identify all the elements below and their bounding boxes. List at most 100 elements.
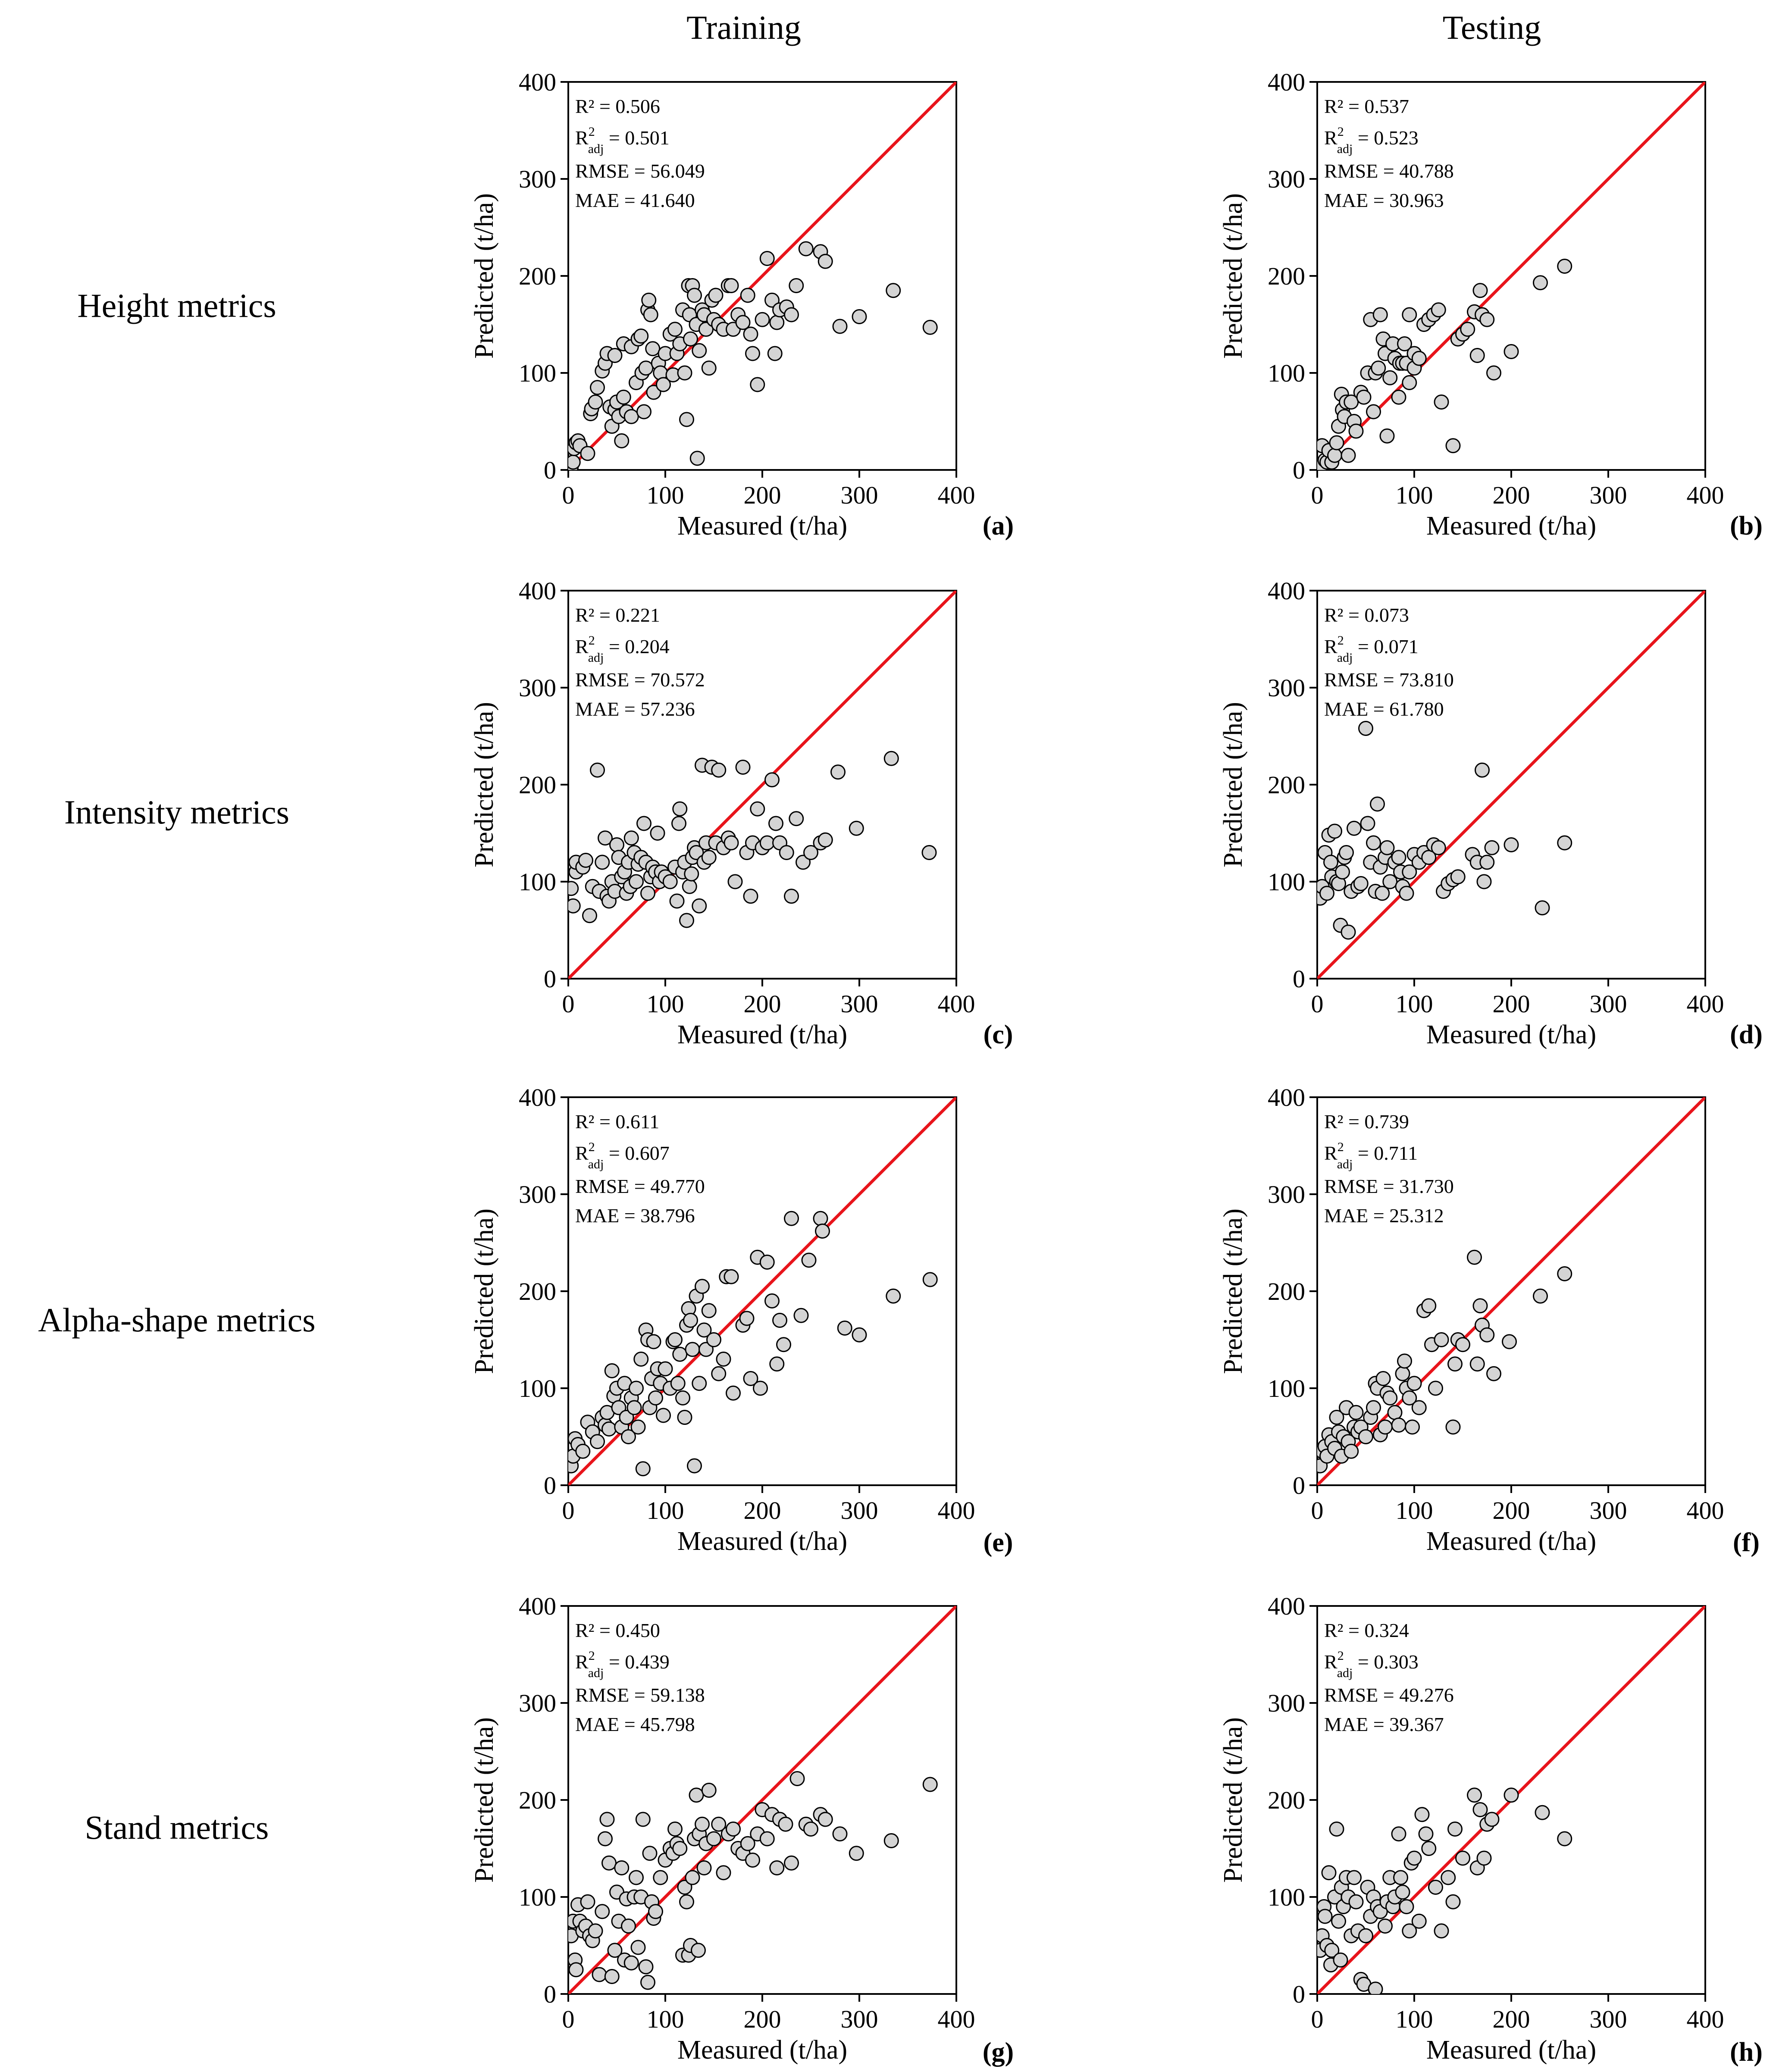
- stat-rmse: RMSE = 56.049: [575, 160, 705, 182]
- data-point: [1339, 845, 1354, 860]
- x-tick-label: 400: [938, 1496, 975, 1524]
- panel-label: (g): [983, 2038, 1014, 2067]
- data-point: [1484, 840, 1500, 855]
- data-point: [629, 1380, 644, 1396]
- stat-r2-adj: R2 adj = 0.439: [575, 1649, 670, 1680]
- panel-label: (h): [1730, 2038, 1763, 2067]
- data-point: [1421, 1841, 1437, 1856]
- data-point: [696, 1860, 712, 1875]
- data-point: [636, 816, 652, 831]
- data-point: [803, 845, 818, 860]
- data-point: [759, 835, 775, 851]
- y-tick-label: 400: [519, 68, 556, 96]
- x-tick-label: 400: [938, 2005, 975, 2033]
- data-point: [1557, 259, 1572, 274]
- data-point: [796, 854, 811, 870]
- data-point: [813, 1211, 828, 1226]
- data-point: [1421, 1298, 1437, 1314]
- data-point: [1391, 1418, 1406, 1433]
- data-point: [784, 889, 799, 904]
- y-tick-label: 200: [1268, 262, 1305, 290]
- data-point: [630, 1419, 646, 1435]
- data-point: [683, 1313, 698, 1328]
- data-point: [623, 1955, 639, 1971]
- data-point: [1414, 1807, 1430, 1822]
- data-point: [1418, 1826, 1434, 1842]
- data-point: [1450, 869, 1466, 885]
- y-tick-label: 400: [519, 577, 556, 605]
- data-point: [1434, 394, 1449, 410]
- data-point: [575, 1443, 591, 1459]
- data-point: [818, 254, 833, 269]
- x-axis-label: Measured (t/ha): [1426, 511, 1596, 541]
- data-point: [1445, 438, 1461, 454]
- data-point: [1348, 1405, 1364, 1420]
- x-axis-label: Measured (t/ha): [677, 1020, 847, 1049]
- data-point: [753, 1380, 768, 1396]
- data-point: [621, 1429, 636, 1444]
- data-point: [1382, 370, 1398, 385]
- data-point: [580, 446, 595, 461]
- y-tick-label: 0: [544, 1980, 556, 2008]
- x-tick-label: 0: [1311, 1496, 1324, 1524]
- data-point: [1382, 874, 1398, 889]
- data-point: [798, 241, 814, 257]
- y-tick-label: 300: [1268, 1180, 1305, 1208]
- y-tick-label: 300: [519, 1689, 556, 1717]
- data-point: [633, 1352, 649, 1367]
- data-point: [1382, 1390, 1398, 1405]
- data-point: [1375, 886, 1390, 901]
- data-point: [1411, 1400, 1427, 1415]
- x-tick-label: 300: [1590, 990, 1627, 1018]
- data-point: [1411, 1913, 1427, 1929]
- data-point: [740, 288, 755, 303]
- data-point: [1479, 1327, 1495, 1343]
- scatter-panel: 0 100 200 300 400 0 100 200 300 400 Measured (t/ha…: [1218, 577, 1763, 1049]
- data-point: [629, 874, 644, 889]
- plot-area: [1317, 1097, 1705, 1485]
- data-point: [1387, 1405, 1403, 1420]
- x-tick-label: 300: [841, 990, 878, 1018]
- data-point: [1469, 1356, 1485, 1372]
- data-point: [638, 1959, 654, 1975]
- x-tick-label: 0: [1311, 990, 1324, 1018]
- data-point: [789, 811, 804, 826]
- plot-area: [1317, 82, 1705, 470]
- data-point: [1455, 1337, 1470, 1352]
- data-point: [883, 751, 899, 766]
- data-point: [1353, 876, 1369, 891]
- data-point: [832, 1826, 848, 1842]
- x-tick-label: 400: [1687, 2005, 1724, 2033]
- y-tick-label: 300: [519, 165, 556, 193]
- y-tick-label: 200: [519, 1277, 556, 1305]
- data-point: [670, 1376, 686, 1391]
- data-point: [1327, 448, 1342, 463]
- y-tick-label: 0: [1293, 1471, 1305, 1499]
- data-point: [629, 1870, 644, 1885]
- data-point: [598, 1831, 613, 1847]
- data-point: [1445, 1419, 1461, 1435]
- plot-area: [1317, 1606, 1705, 1994]
- stat-r2-adj-prefix: R: [575, 127, 589, 149]
- data-point: [685, 1342, 700, 1357]
- stat-r2-adj: R2 adj = 0.303: [1324, 1649, 1419, 1680]
- stat-rmse: RMSE = 70.572: [575, 669, 705, 691]
- stat-r2: R² = 0.611: [575, 1111, 659, 1133]
- x-tick-label: 100: [647, 481, 684, 509]
- data-point: [590, 762, 605, 778]
- row-title-stand: Stand metrics: [85, 1809, 269, 1846]
- data-point: [1393, 1870, 1408, 1885]
- data-point: [1472, 1802, 1488, 1817]
- data-point: [727, 874, 743, 889]
- data-point: [667, 1332, 683, 1347]
- data-point: [1344, 1443, 1359, 1459]
- x-tick-label: 100: [647, 990, 684, 1018]
- stat-r2-adj-value: = 0.501: [604, 127, 669, 149]
- stat-mae: MAE = 57.236: [575, 698, 695, 720]
- data-point: [743, 889, 758, 904]
- data-point: [1395, 1366, 1410, 1381]
- y-tick-label: 0: [544, 456, 556, 484]
- x-tick-label: 400: [938, 481, 975, 509]
- identity-line: [568, 1606, 956, 1994]
- data-point: [1405, 1419, 1420, 1435]
